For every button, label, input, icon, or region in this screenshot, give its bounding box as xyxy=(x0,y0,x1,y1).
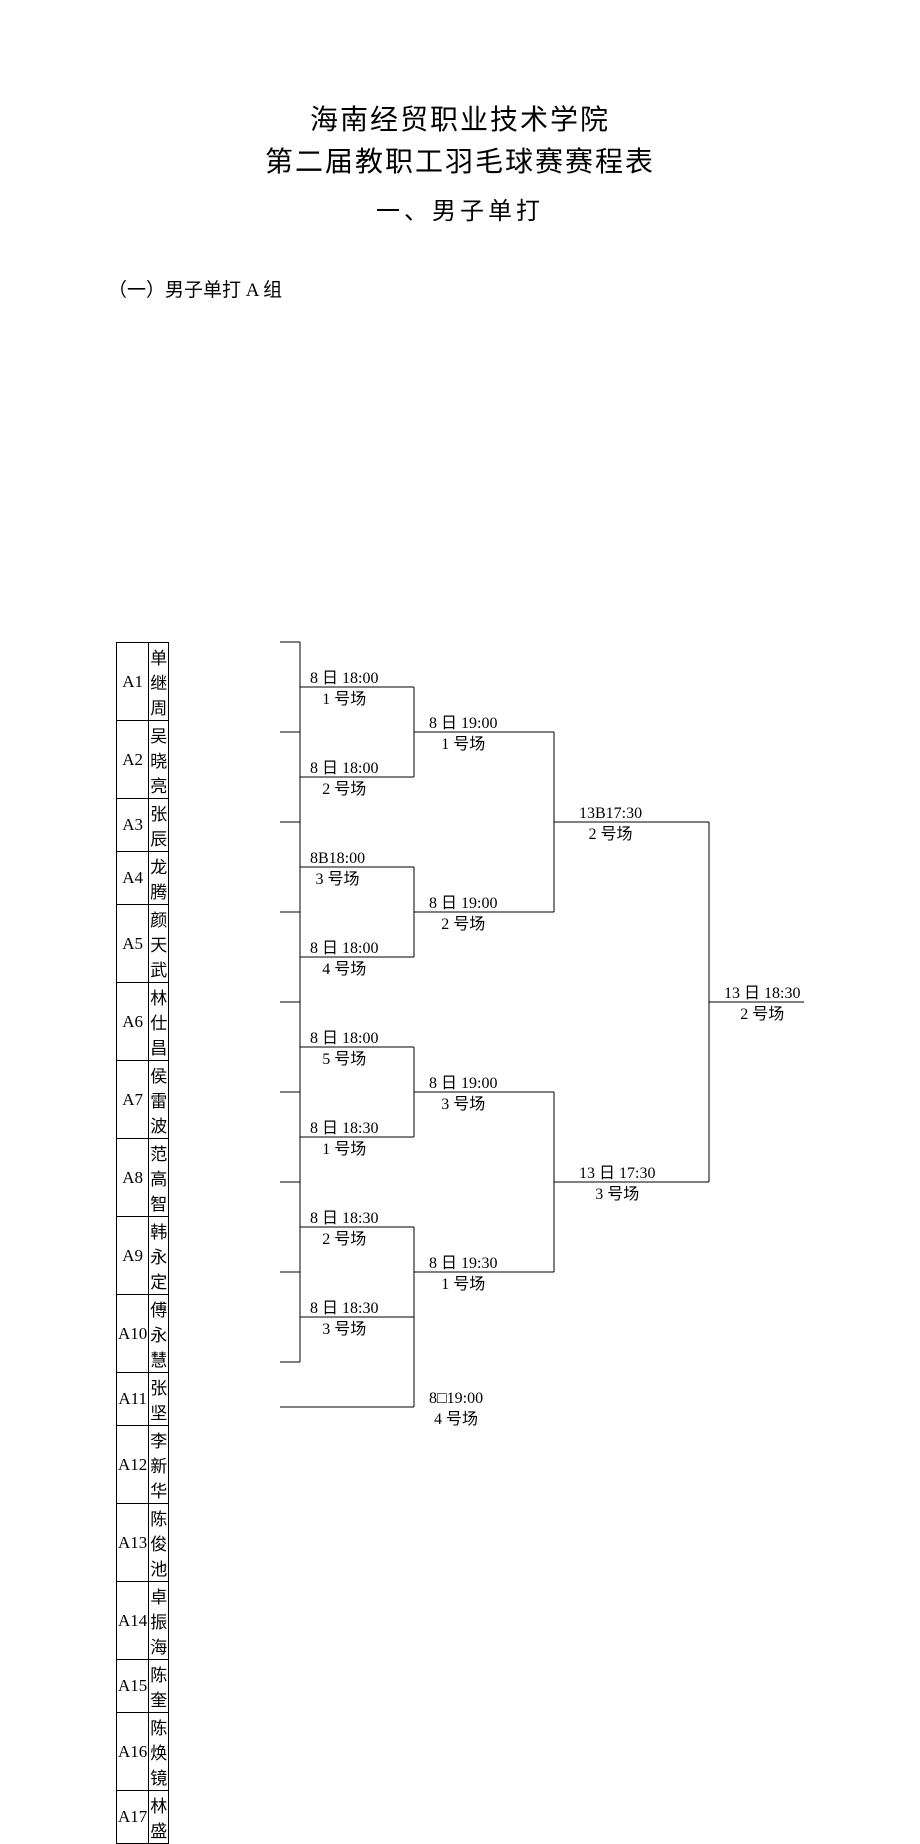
round1-match: 8 日 18:002 号场 xyxy=(310,759,378,801)
round1-match: 8B18:003 号场 xyxy=(310,849,365,891)
round2-match: 8 日 19:001 号场 xyxy=(429,714,497,756)
match-court: 3 号场 xyxy=(310,1320,378,1341)
match-time: 8 日 19:00 xyxy=(429,894,497,915)
match-time: 8 日 18:00 xyxy=(310,1029,378,1050)
match-court: 1 号场 xyxy=(429,735,497,756)
player-code: A15 xyxy=(117,1660,149,1713)
round1-match: 8 日 18:303 号场 xyxy=(310,1299,378,1341)
match-court: 1 号场 xyxy=(429,1275,497,1296)
match-time: 8 日 18:30 xyxy=(310,1299,378,1320)
match-time: 13 日 17:30 xyxy=(579,1164,655,1185)
match-time: 8 日 19:00 xyxy=(429,1074,497,1095)
player-name: 陈焕镜 xyxy=(149,1713,169,1791)
player-name: 林盛 xyxy=(149,1791,169,1844)
player-code: A16 xyxy=(117,1713,149,1791)
match-court: 2 号场 xyxy=(579,825,642,846)
match-time: 8 日 19:00 xyxy=(429,714,497,735)
match-time: 8 日 19:30 xyxy=(429,1254,497,1275)
round4-match: 13 日 18:302 号场 xyxy=(724,984,800,1026)
table-row: A17林盛 xyxy=(117,1791,169,1844)
match-time: 8□19:00 xyxy=(429,1389,483,1410)
page-root: 海南经贸职业技术学院 第二届教职工羽毛球赛赛程表 一、男子单打 （一）男子单打 … xyxy=(0,0,920,1301)
match-court: 4 号场 xyxy=(429,1410,483,1431)
match-court: 2 号场 xyxy=(724,1005,800,1026)
match-time: 13 日 18:30 xyxy=(724,984,800,1005)
match-time: 8 日 18:00 xyxy=(310,669,378,690)
title-block: 海南经贸职业技术学院 第二届教职工羽毛球赛赛程表 一、男子单打 xyxy=(0,100,920,230)
round3-match: 13 日 17:303 号场 xyxy=(579,1164,655,1206)
group-label: （一）男子单打 A 组 xyxy=(108,275,920,302)
subtitle: 一、男子单打 xyxy=(0,194,920,230)
table-row: A16陈焕镜 xyxy=(117,1713,169,1791)
round2-match: 8 日 19:301 号场 xyxy=(429,1254,497,1296)
match-court: 1 号场 xyxy=(310,1140,378,1161)
match-court: 2 号场 xyxy=(310,1230,378,1251)
match-time: 13B17:30 xyxy=(579,804,642,825)
match-court: 4 号场 xyxy=(310,960,378,981)
match-time: 8 日 18:00 xyxy=(310,759,378,780)
round1-match: 8 日 18:302 号场 xyxy=(310,1209,378,1251)
match-court: 3 号场 xyxy=(579,1185,655,1206)
title-line-2: 第二届教职工羽毛球赛赛程表 xyxy=(0,142,920,184)
round1-match: 8 日 18:004 号场 xyxy=(310,939,378,981)
match-court: 2 号场 xyxy=(310,780,378,801)
match-time: 8B18:00 xyxy=(310,849,365,870)
match-time: 8 日 18:30 xyxy=(310,1119,378,1140)
round1-match: 8 日 18:005 号场 xyxy=(310,1029,378,1071)
match-court: 5 号场 xyxy=(310,1050,378,1071)
round2-match: 8 日 19:003 号场 xyxy=(429,1074,497,1116)
match-court: 3 号场 xyxy=(310,870,365,891)
table-row: A15陈奎 xyxy=(117,1660,169,1713)
match-time: 8 日 18:30 xyxy=(310,1209,378,1230)
round1-match: 8 日 18:301 号场 xyxy=(310,1119,378,1161)
match-court: 3 号场 xyxy=(429,1095,497,1116)
extra-match: 8□19:004 号场 xyxy=(429,1389,483,1431)
title-line-1: 海南经贸职业技术学院 xyxy=(0,100,920,142)
player-code: A17 xyxy=(117,1791,149,1844)
match-court: 1 号场 xyxy=(310,690,378,711)
round3-match: 13B17:302 号场 xyxy=(579,804,642,846)
match-court: 2 号场 xyxy=(429,915,497,936)
round2-match: 8 日 19:002 号场 xyxy=(429,894,497,936)
player-name: 陈奎 xyxy=(149,1660,169,1713)
round1-match: 8 日 18:001 号场 xyxy=(310,669,378,711)
match-time: 8 日 18:00 xyxy=(310,939,378,960)
